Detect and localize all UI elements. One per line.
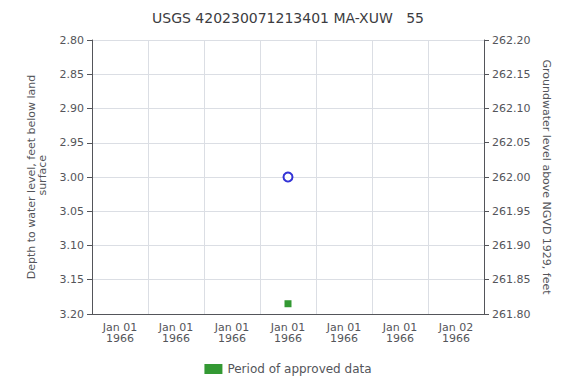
svg-text:Jan 01: Jan 01	[270, 321, 306, 334]
svg-text:1966: 1966	[106, 332, 134, 345]
svg-text:262.20: 262.20	[492, 34, 531, 47]
svg-text:2.90: 2.90	[60, 102, 85, 115]
svg-text:2.85: 2.85	[60, 68, 85, 81]
svg-text:1966: 1966	[218, 332, 246, 345]
svg-text:1966: 1966	[442, 332, 470, 345]
svg-text:261.95: 261.95	[492, 205, 531, 218]
svg-text:3.15: 3.15	[60, 273, 85, 286]
svg-text:3.20: 3.20	[60, 308, 85, 321]
svg-text:261.85: 261.85	[492, 273, 531, 286]
svg-text:Groundwater level above NGVD 1: Groundwater level above NGVD 1929, feet	[540, 59, 553, 295]
svg-text:USGS 420230071213401 MA-XUW: USGS 420230071213401 MA-XUW 55	[152, 10, 424, 26]
svg-text:262.10: 262.10	[492, 102, 531, 115]
svg-text:262.15: 262.15	[492, 68, 531, 81]
svg-text:3.10: 3.10	[60, 239, 85, 252]
svg-text:Jan 01: Jan 01	[214, 321, 250, 334]
svg-text:1966: 1966	[162, 332, 190, 345]
svg-text:Jan 01: Jan 01	[102, 321, 138, 334]
svg-text:261.80: 261.80	[492, 308, 531, 321]
svg-text:2.80: 2.80	[60, 34, 85, 47]
svg-text:1966: 1966	[330, 332, 358, 345]
svg-text:1966: 1966	[386, 332, 414, 345]
svg-text:Jan 02: Jan 02	[438, 321, 474, 334]
svg-text:Jan 01: Jan 01	[158, 321, 194, 334]
svg-text:262.00: 262.00	[492, 171, 531, 184]
svg-text:Depth to water level, feet bel: Depth to water level, feet below land	[25, 74, 38, 280]
svg-text:2.95: 2.95	[60, 136, 85, 149]
svg-text:262.05: 262.05	[492, 136, 531, 149]
svg-text:Jan 01: Jan 01	[326, 321, 362, 334]
svg-text:1966: 1966	[274, 332, 302, 345]
svg-text:261.90: 261.90	[492, 239, 531, 252]
svg-text:surface: surface	[36, 155, 49, 199]
svg-text:Jan 01: Jan 01	[382, 321, 418, 334]
svg-text:Period of approved data: Period of approved data	[227, 362, 371, 376]
svg-text:3.05: 3.05	[60, 205, 85, 218]
svg-text:3.00: 3.00	[60, 171, 85, 184]
